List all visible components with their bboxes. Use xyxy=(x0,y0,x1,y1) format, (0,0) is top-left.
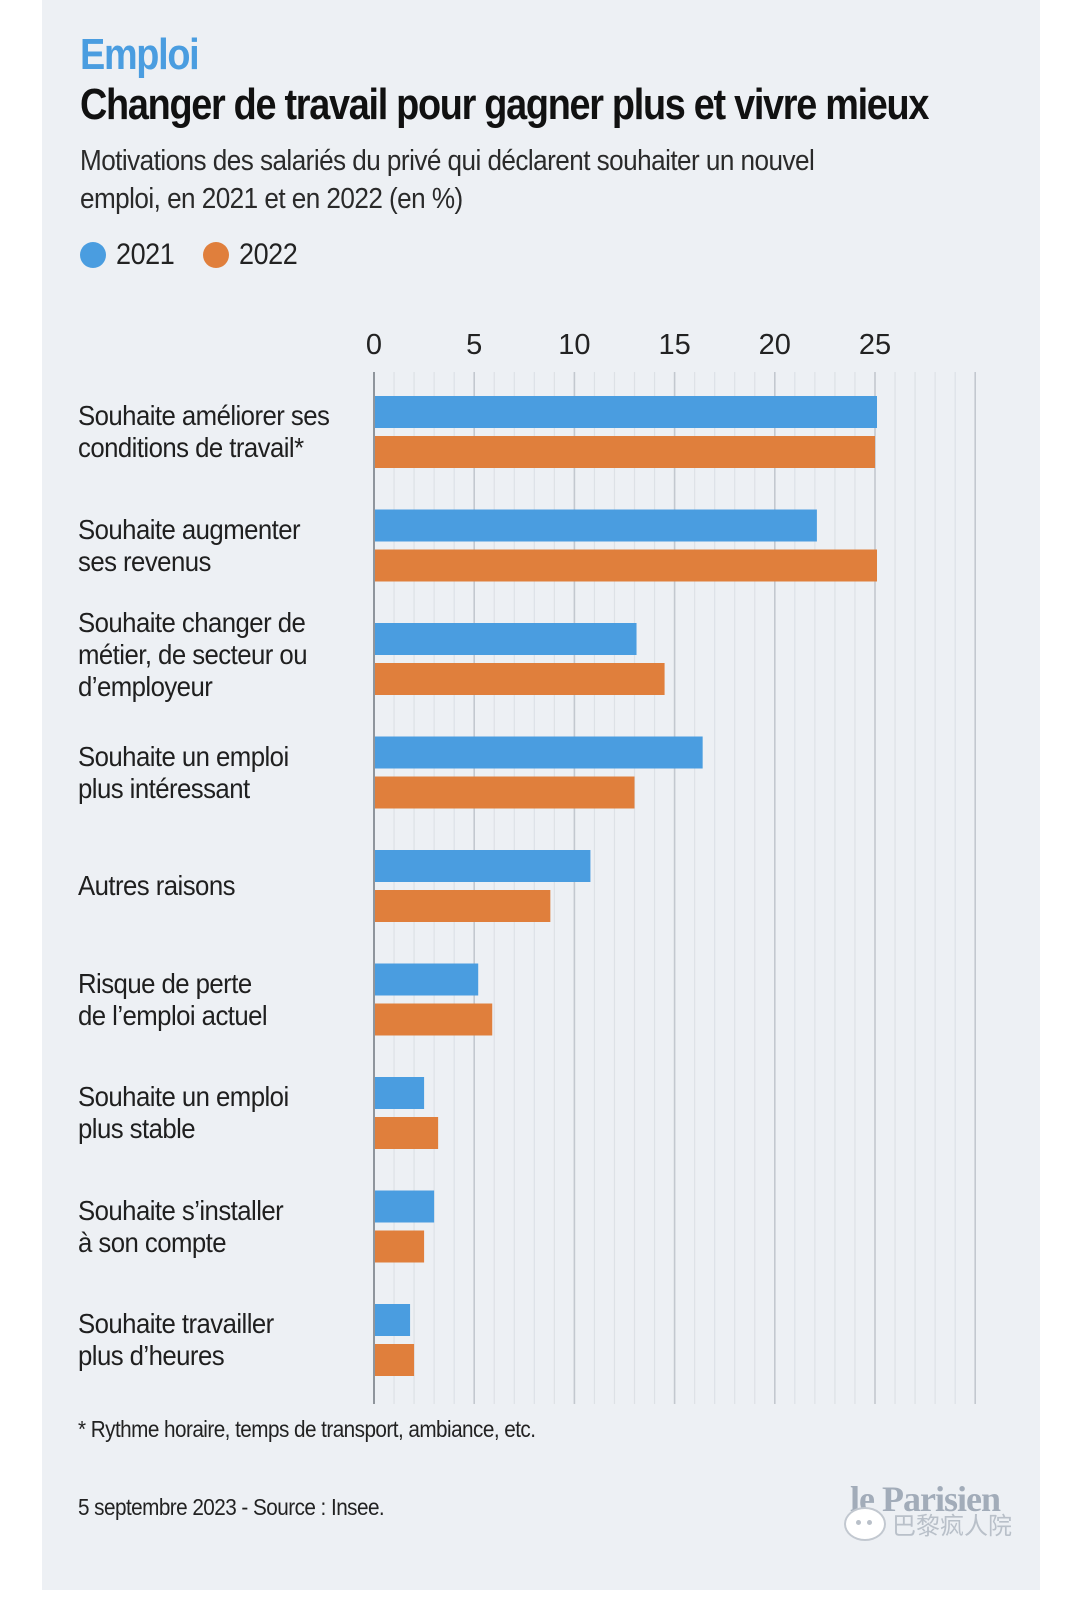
category-label-line: de l’emploi actuel xyxy=(78,999,268,1031)
category-label-line: d’employeur xyxy=(78,671,213,702)
x-tick-label: 25 xyxy=(859,329,891,361)
category-label: Autres raisons xyxy=(78,870,382,902)
category-label: Souhaite un emploi plus intéressant xyxy=(78,741,382,805)
bar-2021 xyxy=(375,396,878,428)
legend: 2021 2022 xyxy=(80,238,326,272)
chart-subtitle: Motivations des salariés du privé qui dé… xyxy=(80,145,815,215)
footnote: * Rythme horaire, temps de transport, am… xyxy=(78,1416,536,1442)
bar-2022 xyxy=(375,436,875,468)
bar-2021 xyxy=(375,623,637,655)
category-label-line: Souhaite un emploi xyxy=(78,1081,289,1112)
bar-chart: 0 5 10 15 20 25 xyxy=(366,329,977,1404)
category-label-line: métier, de secteur ou xyxy=(78,639,308,670)
category-label-line: plus intéressant xyxy=(78,772,250,804)
category-label-line: Souhaite travailler xyxy=(78,1308,274,1339)
category-label-line: conditions de travail* xyxy=(78,432,304,463)
bar-2022 xyxy=(375,1003,493,1036)
infographic-panel: Emploi Changer de travail pour gagner pl… xyxy=(42,0,1040,1590)
bar-2021 xyxy=(375,963,479,996)
bar-2021 xyxy=(375,1190,435,1223)
legend-label-2021: 2021 xyxy=(116,238,175,271)
legend-label-2022: 2022 xyxy=(238,238,298,271)
category-label: Souhaite travailler plus d’heures xyxy=(78,1308,382,1372)
watermark-text: 巴黎疯人院 xyxy=(892,1512,1012,1540)
bar-2022 xyxy=(375,890,551,922)
category-label: Risque de perte de l’emploi actuel xyxy=(78,968,382,1032)
bar-2021 xyxy=(375,1077,425,1109)
category-label-line: ses revenus xyxy=(78,545,211,577)
section-kicker: Emploi xyxy=(80,30,200,79)
wechat-icon xyxy=(844,1506,886,1541)
bar-2021 xyxy=(375,1304,411,1336)
bar-2022 xyxy=(375,549,878,582)
category-label-line: Risque de perte xyxy=(78,967,252,999)
category-label: Souhaite s’installer à son compte xyxy=(78,1195,382,1259)
bar-2022 xyxy=(375,1344,415,1376)
bar-2022 xyxy=(375,1230,425,1263)
bar-2022 xyxy=(375,663,665,695)
category-label-line: à son compte xyxy=(78,1226,227,1258)
category-label: Souhaite améliorer ses conditions de trav… xyxy=(78,400,382,464)
category-label: Souhaite augmenter ses revenus xyxy=(78,514,382,578)
legend-item-2021: 2021 xyxy=(80,238,181,272)
bar-2022 xyxy=(375,776,635,809)
category-label-line: plus stable xyxy=(78,1113,196,1144)
bar-2022 xyxy=(375,1117,439,1149)
category-label: Souhaite changer de métier, de secteur ou… xyxy=(78,607,382,703)
legend-dot-2022-icon xyxy=(202,242,229,268)
legend-item-2022: 2022 xyxy=(202,238,304,272)
category-label-line: Souhaite un emploi xyxy=(78,740,289,772)
x-tick-label: 20 xyxy=(759,329,791,361)
x-tick-label: 10 xyxy=(558,329,590,361)
category-label-line: Souhaite s’installer xyxy=(78,1194,284,1226)
watermark: 巴黎疯人院 xyxy=(844,1506,1012,1541)
x-tick-label: 0 xyxy=(366,329,382,361)
bar-2021 xyxy=(375,509,817,542)
x-tick-label: 15 xyxy=(658,329,690,361)
bar-2021 xyxy=(375,850,591,882)
category-label-line: Autres raisons xyxy=(78,870,235,901)
category-label-line: Souhaite augmenter xyxy=(78,513,301,545)
category-label: Souhaite un emploi plus stable xyxy=(78,1081,382,1145)
category-label-line: Souhaite améliorer ses xyxy=(78,400,330,431)
category-label-line: Souhaite changer de xyxy=(78,607,306,638)
bar-2021 xyxy=(375,736,703,769)
legend-dot-2021-icon xyxy=(80,242,106,268)
source-line: 5 septembre 2023 - Source : Insee. xyxy=(78,1494,385,1520)
x-tick-label: 5 xyxy=(466,329,482,361)
category-label-line: plus d’heures xyxy=(78,1340,225,1371)
chart-title: Changer de travail pour gagner plus et v… xyxy=(80,80,929,129)
